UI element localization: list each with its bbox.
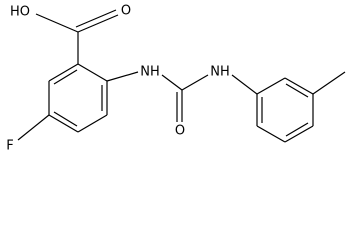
atom-label: O	[175, 124, 185, 139]
atom-label: HO	[10, 5, 30, 20]
bonds	[17, 9, 346, 143]
atom-label: NH	[210, 65, 230, 80]
atom-label: F	[6, 139, 13, 154]
atom-label: NH	[140, 65, 160, 80]
atom-label: O	[121, 4, 131, 19]
structure: HO O NH O NH F	[6, 4, 346, 154]
